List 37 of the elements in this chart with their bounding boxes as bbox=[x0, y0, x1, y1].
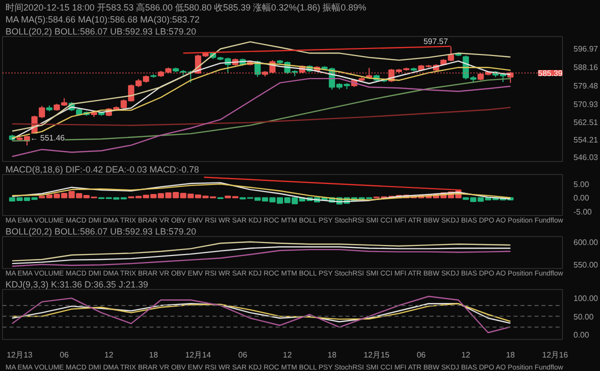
y-tick-label: 562.51 bbox=[574, 118, 599, 127]
y-tick-label: 0.00 bbox=[574, 330, 590, 340]
x-tick-label: 06 bbox=[416, 350, 426, 360]
y-tick-label: 596.97 bbox=[574, 44, 599, 54]
text: MA MA(5):584.66 MA(10):586.68 MA(30):583.72 bbox=[6, 14, 200, 24]
y-tick-label: 570.93 bbox=[574, 100, 599, 109]
x-tick-label: 06 bbox=[238, 350, 248, 360]
ref-line-label: 585.39 bbox=[538, 69, 564, 78]
x-tick-label: 12月13 bbox=[6, 350, 34, 360]
y-tick-label: 579.48 bbox=[574, 82, 599, 91]
x-tick-label: 18 bbox=[149, 350, 158, 360]
x-tick-label: 12月16 bbox=[542, 350, 569, 360]
x-tick-label: 12 bbox=[461, 350, 471, 360]
annotation: 597.57 bbox=[423, 37, 448, 46]
chart-title: MACD(8,18,6) DIF:-0.42 DEA:-0.03 MACD:-0.78 bbox=[6, 164, 200, 174]
x-tick-label: 18 bbox=[506, 350, 516, 360]
x-tick-label: 18 bbox=[328, 350, 337, 360]
y-tick-label: -5.00 bbox=[574, 207, 592, 216]
y-tick-label: 546.03 bbox=[574, 153, 599, 162]
chart-title: BOLL(20,2) BOLL:586.07 UB:592.93 LB:579.20 bbox=[6, 226, 196, 236]
y-tick-label: 100.00 bbox=[574, 294, 599, 304]
y-tick-label: 554.21 bbox=[574, 136, 599, 145]
y-tick-label: 550.00 bbox=[574, 260, 599, 270]
x-tick-label: 12月14 bbox=[185, 350, 212, 360]
annotation: ← 551.46 bbox=[30, 134, 66, 142]
y-tick-label: 0.00 bbox=[574, 194, 590, 203]
chart-title: KDJ(9,3,3) K:31.36 D:36.35 J:21.39 bbox=[6, 280, 148, 290]
x-tick-label: 12 bbox=[104, 350, 114, 360]
y-tick-label: 5.00 bbox=[574, 180, 590, 190]
x-tick-label: 06 bbox=[60, 350, 70, 360]
x-tick-label: 12 bbox=[282, 350, 292, 360]
y-tick-label: 588.16 bbox=[574, 63, 599, 72]
x-tick-label: 12月15 bbox=[364, 350, 390, 360]
y-tick-label: 600.00 bbox=[574, 238, 599, 247]
y-tick-label: 50.00 bbox=[574, 312, 594, 322]
chart-title: 时间2020-12-15 18:00 开583.53 高586.00 低580.80 收585.39 涨幅0.32%(1.86) 振幅0.89% bbox=[6, 2, 366, 12]
annotation: BOLL(20,2) BOLL:586.07 UB:592.93 LB:579.20 bbox=[6, 26, 196, 36]
